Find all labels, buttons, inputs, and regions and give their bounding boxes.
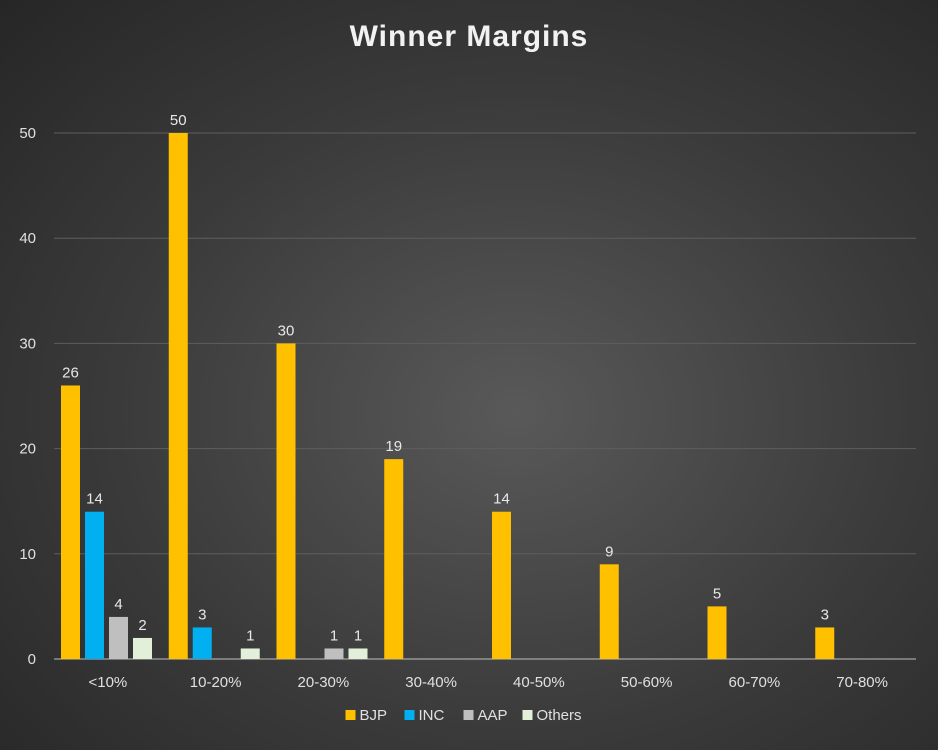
y-tick-label: 10 [19,546,36,563]
x-tick-label: 50-60% [621,674,673,691]
x-tick-label: 40-50% [513,674,565,691]
legend-label-aap: AAP [478,707,508,724]
bar-bjp-6 [707,606,727,659]
y-tick-label: 40 [19,230,36,247]
bars [61,133,835,659]
bar-inc-1 [192,627,212,659]
data-label: 9 [605,543,613,560]
chart-title: Winner Margins [350,20,589,53]
bar-others-0 [133,637,152,659]
y-tick-label: 0 [28,651,36,668]
bar-bjp-3 [384,459,404,659]
bar-bjp-7 [815,627,835,659]
data-label: 14 [493,491,510,508]
x-tick-label: 10-20% [190,674,242,691]
bar-inc-0 [85,511,104,659]
axes: 0 10 20 30 40 50 <10% 10-20% 20-30% 30-40% 40-50% 5… [19,125,916,691]
legend-swatch-others [522,710,533,720]
y-tick-label: 50 [19,125,36,142]
gridlines [54,132,916,555]
data-label: 3 [198,606,206,623]
x-tick-label: <10% [88,674,127,691]
y-tick-label: 30 [19,335,36,352]
data-label: 1 [354,627,362,644]
data-label: 19 [385,438,402,455]
bar-bjp-0 [61,385,80,659]
data-label: 3 [821,606,829,623]
data-label: 50 [170,112,187,129]
data-label: 30 [278,322,295,339]
legend-label-bjp: BJP [360,707,388,724]
legend-label-others: Others [537,707,582,724]
y-tick-label: 20 [19,441,36,458]
bar-bjp-2 [276,343,296,659]
bar-others-1 [240,648,260,659]
data-label: 14 [86,491,103,508]
legend: BJP INC AAP Others [345,707,582,724]
bar-others-2 [348,648,368,659]
legend-swatch-inc [404,710,415,720]
legend-label-inc: INC [419,707,445,724]
x-tick-label: 30-40% [405,674,457,691]
legend-swatch-bjp [345,710,356,720]
data-label: 1 [246,627,254,644]
bar-aap-2 [324,648,344,659]
data-label: 1 [330,627,338,644]
data-label: 26 [62,364,79,381]
data-label: 5 [713,585,721,602]
x-tick-label: 60-70% [729,674,781,691]
data-label: 2 [138,617,146,634]
bar-bjp-1 [168,133,188,659]
data-label: 4 [114,596,122,613]
bar-bjp-5 [599,564,619,659]
x-tick-label: 70-80% [836,674,888,691]
bar-aap-0 [109,616,128,659]
bar-bjp-4 [492,511,511,659]
x-tick-label: 20-30% [298,674,350,691]
legend-swatch-aap [463,710,474,720]
